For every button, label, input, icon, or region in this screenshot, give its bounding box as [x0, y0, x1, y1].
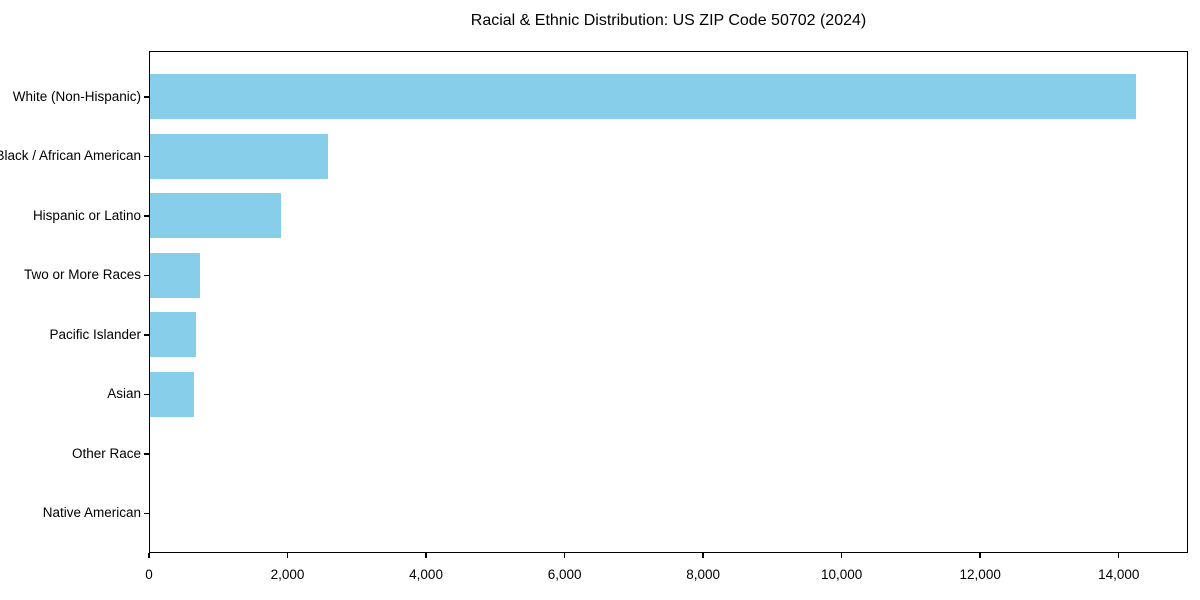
y-tick-label-asian: Asian: [107, 386, 141, 402]
bar-two-or-more-races: [149, 252, 200, 298]
x-tick-6000: [563, 553, 566, 558]
x-tick-label-2000: 2,000: [270, 567, 305, 582]
y-tick-other-race: [144, 453, 149, 455]
y-tick-white-non-hispanic: [144, 96, 149, 98]
y-tick-label-hispanic-or-latino: Hispanic or Latino: [32, 207, 141, 223]
y-tick-black-african-american: [144, 155, 149, 157]
bar-black-african-american: [149, 133, 328, 179]
x-tick-4000: [425, 553, 427, 558]
x-tick-label-8000: 8,000: [686, 567, 721, 582]
y-tick-pacific-islander: [144, 334, 149, 336]
x-tick-2000: [286, 553, 289, 558]
y-tick-label-white-non-hispanic: White (Non-Hispanic): [12, 88, 141, 104]
x-tick-0: [148, 553, 150, 558]
y-tick-hispanic-or-latino: [144, 215, 149, 217]
chart-title: Racial & Ethnic Distribution: US ZIP Cod…: [470, 12, 867, 29]
bar-pacific-islander: [149, 312, 197, 358]
x-tick-12000: [979, 553, 981, 558]
bar-white-non-hispanic: [149, 74, 1137, 120]
x-tick-label-4000: 4,000: [409, 567, 443, 582]
x-tick-label-10000: 10,000: [821, 567, 863, 582]
y-tick-asian: [144, 393, 149, 395]
x-tick-10000: [840, 553, 843, 558]
bar-asian: [149, 371, 195, 417]
x-tick-label-0: 0: [145, 567, 153, 582]
y-tick-label-black-african-american: Black / African American: [0, 148, 141, 164]
x-tick-8000: [702, 553, 704, 558]
y-tick-label-native-american: Native American: [42, 505, 141, 521]
y-tick-label-other-race: Other Race: [71, 445, 141, 461]
y-tick-label-pacific-islander: Pacific Islander: [49, 326, 141, 342]
x-tick-14000: [1117, 553, 1120, 558]
x-tick-label-12000: 12,000: [959, 567, 1001, 582]
y-tick-two-or-more-races: [144, 274, 149, 276]
bar-hispanic-or-latino: [149, 193, 282, 239]
x-tick-label-14000: 14,000: [1098, 567, 1140, 582]
y-tick-native-american: [144, 512, 149, 514]
x-tick-label-6000: 6,000: [547, 567, 582, 582]
y-tick-label-two-or-more-races: Two or More Races: [23, 267, 141, 283]
